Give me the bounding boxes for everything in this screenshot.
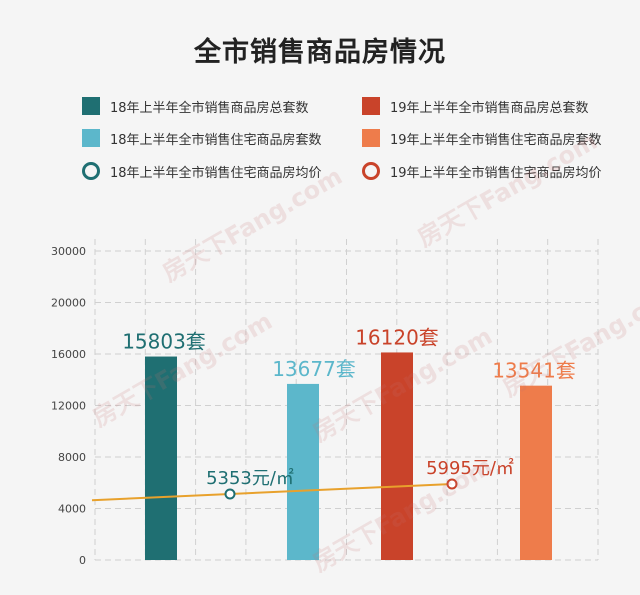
bar-value-label: 16120套 xyxy=(355,325,439,349)
legend-item-19-total: 19年上半年全市销售商品房总套数 xyxy=(362,96,589,116)
bar xyxy=(381,352,413,560)
bar xyxy=(520,385,552,560)
bar xyxy=(287,383,319,560)
price-label: 5353元/㎡ xyxy=(206,467,294,489)
price-trend-line xyxy=(91,483,453,502)
price-label: 5995元/㎡ xyxy=(426,457,514,479)
legend-swatch xyxy=(82,129,100,147)
legend-label: 18年上半年全市销售商品房总套数 xyxy=(110,100,309,116)
legend-item-19-avg-price: 19年上半年全市销售住宅商品房均价 xyxy=(362,161,602,181)
legend-item-18-residential: 18年上半年全市销售住宅商品房套数 xyxy=(82,128,322,148)
bar xyxy=(145,356,177,560)
bar-value-label: 15803套 xyxy=(122,330,206,354)
bar-value-label: 13541套 xyxy=(492,359,576,383)
legend-swatch xyxy=(362,97,380,115)
legend-label: 18年上半年全市销售住宅商品房均价 xyxy=(110,165,322,181)
price-marker xyxy=(446,478,458,490)
legend-swatch xyxy=(82,97,100,115)
legend-label: 18年上半年全市销售住宅商品房套数 xyxy=(110,132,322,148)
y-tick-label: 4000 xyxy=(58,503,86,516)
chart-title: 全市销售商品房情况 xyxy=(194,37,446,68)
y-tick-label: 20000 xyxy=(51,297,86,310)
y-tick-label: 16000 xyxy=(51,348,86,361)
y-tick-label: 12000 xyxy=(51,400,86,413)
legend-label: 19年上半年全市销售住宅商品房套数 xyxy=(390,132,602,148)
y-tick-label: 30000 xyxy=(51,245,86,258)
legend-swatch xyxy=(362,129,380,147)
bar-value-label: 13677套 xyxy=(272,357,356,381)
y-tick-label: 8000 xyxy=(58,451,86,464)
y-tick-label: 0 xyxy=(79,554,86,567)
legend-ring-marker xyxy=(362,162,380,180)
legend-label: 19年上半年全市销售商品房总套数 xyxy=(390,100,589,116)
legend-label: 19年上半年全市销售住宅商品房均价 xyxy=(390,165,602,181)
legend-item-18-total: 18年上半年全市销售商品房总套数 xyxy=(82,96,309,116)
legend-item-19-residential: 19年上半年全市销售住宅商品房套数 xyxy=(362,128,602,148)
legend-item-18-avg-price: 18年上半年全市销售住宅商品房均价 xyxy=(82,161,322,181)
price-marker xyxy=(224,488,236,500)
legend-ring-marker xyxy=(82,162,100,180)
